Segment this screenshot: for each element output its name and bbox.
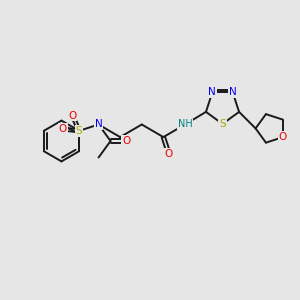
Text: O: O [122,136,130,146]
Text: N: N [229,87,237,98]
Text: S: S [76,126,83,136]
Text: O: O [279,132,287,142]
Text: O: O [165,148,173,159]
Text: S: S [219,119,226,129]
Text: O: O [68,110,76,121]
Text: O: O [58,124,67,134]
Text: N: N [208,87,216,98]
Text: NH: NH [178,119,192,130]
Text: N: N [95,119,102,130]
